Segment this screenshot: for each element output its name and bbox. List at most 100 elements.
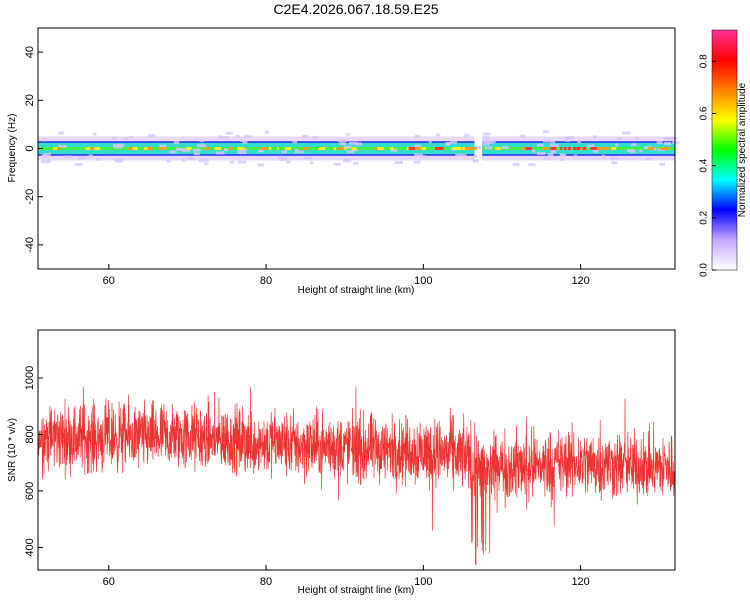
spectrogram-hotspot [660,147,667,150]
spectrogram-speck [474,146,481,150]
snr-x-label: Height of straight line (km) [298,585,415,596]
snr-y-tick-label: 600 [24,482,36,500]
spectrogram-speck [414,153,423,157]
spectrogram-hotspot [214,147,222,150]
spectrogram-speck [215,151,225,155]
colorbar-tick-label: 0.4 [699,158,710,172]
spectrogram-hotspot [237,147,245,150]
colorbar-tick-label: 0.0 [699,263,710,277]
spectrogram-speck [333,162,341,166]
spectrogram-hotspot [611,147,617,150]
spectrogram-speck [41,155,48,159]
spectrogram-speck [96,157,101,161]
spectrogram-x-tick-label: 80 [260,275,272,287]
spectrogram-speck [353,161,359,165]
spectrogram-hotspot [542,147,549,150]
spectrogram-speck [645,157,652,161]
spectrogram-speck [659,162,666,166]
spectrogram-speck [92,132,97,136]
spectrogram-hotspot [563,147,567,150]
spectrogram-speck [240,151,247,155]
spectrogram-speck [279,156,285,160]
spectrogram-band-core [38,147,475,150]
spectrogram-speck [394,160,404,164]
spectrogram-x-tick-label: 100 [414,275,432,287]
spectrogram-speck [672,140,680,144]
spectrogram-hotspot [229,147,234,150]
spectrogram-speck [593,135,597,139]
spectrogram-speck [622,131,631,135]
spectrogram-speck [64,155,73,159]
spectrogram-speck [664,142,672,146]
spectrogram-speck [436,133,441,137]
snr-x-tick-label: 80 [260,576,272,588]
spectrogram-y-tick-label: -40 [24,237,36,253]
spectrogram-speck [257,163,265,167]
spectrogram-speck [550,150,557,154]
spectrogram-speck [639,149,643,153]
spectrogram-speck [601,154,606,158]
spectrogram-speck [198,159,206,163]
spectrogram-speck [111,136,118,140]
colorbar-ticks: 0.0 0.2 0.4 0.6 0.8 [699,54,716,277]
spectrogram-y-tick-label: -20 [24,189,36,205]
snr-x-tick-label: 120 [571,576,589,588]
snr-y-tick-label: 400 [24,538,36,556]
spectrogram-hotspot [572,147,580,150]
spectrogram-hotspot [470,147,477,150]
spectrogram-speck [123,137,129,141]
spectrogram-hotspot [521,147,526,150]
spectrogram-speck [542,130,549,134]
spectrogram-speck [78,156,87,160]
spectrogram-speck [346,132,350,136]
spectrogram-hotspot [287,147,292,150]
spectrogram-speck [218,135,223,139]
snr-x-tick-label: 100 [414,576,432,588]
snr-panel: 60 80 100 120 400 600 800 1000 Height of strai… [7,329,676,596]
spectrogram-hotspot [377,147,384,150]
snr-y-tick-label: 1000 [24,366,36,390]
spectrogram-speck [414,134,420,138]
spectrogram-y-tick-label: 0 [24,145,36,151]
spectrogram-speck [235,134,240,138]
spectrogram-speck [560,158,565,162]
colorbar: 0.0 0.2 0.4 0.6 0.8 Normalized spectral ampl… [699,29,748,277]
spectrogram-speck [445,142,451,146]
spectrogram-speck [528,162,532,166]
spectrogram-speck [414,144,422,148]
spectrogram-speck [559,154,566,158]
spectrogram-speck [536,143,544,147]
spectrogram-hotspot [186,147,192,150]
snr-series-line [38,386,675,566]
spectrogram-hotspot [464,147,472,150]
spectrogram-y-label: Frequency (Hz) [7,114,18,183]
spectrogram-speck [550,140,556,144]
spectrogram-x-tick-label: 60 [103,275,115,287]
spectrogram-speck [482,132,491,136]
spectrogram-speck [464,133,470,137]
spectrogram-hotspot [461,147,466,150]
spectrogram-speck [577,140,581,144]
spectrogram-hotspot [408,147,416,150]
spectrogram-hotspot [344,147,347,150]
spectrogram-speck [484,146,493,150]
spectrogram-hotspot [158,147,165,150]
spectrogram-hotspot [435,147,442,150]
spectrogram-speck [547,153,554,157]
spectrogram-hotspot [260,147,268,150]
spectrogram-hotspot [130,147,138,150]
spectrogram-speck [176,147,181,151]
spectrogram-speck [46,159,51,163]
spectrogram-speck [187,157,195,161]
spectrogram-speck [565,138,571,142]
spectrogram-speck [237,150,243,154]
figure-title: C2E4.2026.067.18.59.E25 [273,1,438,17]
spectrogram-speck [615,143,619,147]
spectrogram-speck [473,154,478,158]
spectrogram-speck [343,159,350,163]
spectrogram-speck [501,146,509,150]
spectrogram-speck [611,161,618,165]
spectrogram-hotspot [596,147,602,150]
spectrogram-hotspot [94,147,101,150]
spectrogram-speck [573,154,578,158]
